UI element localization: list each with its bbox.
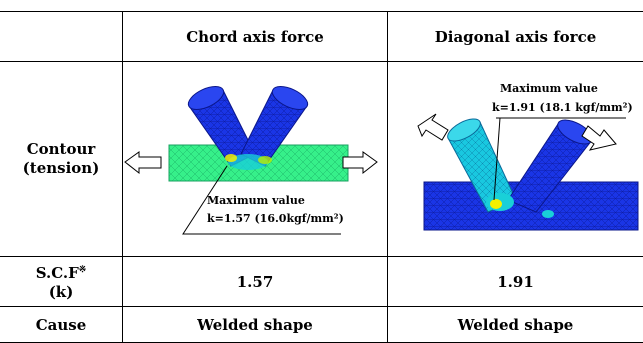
row-label-cause: Cause	[35, 315, 87, 334]
scf-reference-mark: ※	[78, 265, 87, 275]
joint-hotspot	[228, 154, 268, 170]
contour-label-line1: Contour	[26, 140, 96, 158]
cause-diagonal-value: Welded shape	[457, 315, 574, 334]
chord-max-value: k=1.57 (16.0kgf/mm²)	[207, 212, 344, 225]
diagonal-max-value: k=1.91 (18.1 kgf/mm²)	[492, 101, 633, 114]
right-tension-arrow-icon	[342, 151, 378, 175]
cause-chord-value: Welded shape	[197, 315, 313, 334]
scf-chord-value: 1.57	[236, 272, 274, 291]
row-label-scf: S.C.F※ (k)	[0, 257, 122, 306]
left-tension-arrow-icon	[124, 151, 162, 175]
header-diagonal-axis-force: Diagonal axis force	[434, 27, 597, 46]
diagonal-tension-arrow-icon	[417, 113, 449, 141]
chord-leader-line	[182, 165, 341, 235]
scf-label-line1: S.C.F※	[35, 264, 87, 282]
scf-label-line2: (k)	[48, 283, 74, 301]
contour-label-line2: (tension)	[22, 159, 100, 177]
contour-divider	[0, 256, 643, 257]
diagonal-contour-figure	[417, 113, 639, 231]
diagonal-compression-arrow-icon	[581, 125, 617, 151]
header-divider	[0, 61, 643, 62]
right-brace-diagonal	[507, 119, 593, 213]
header-chord-axis-force: Chord axis force	[186, 27, 324, 46]
scf-divider	[0, 306, 643, 307]
column-divider-2	[387, 11, 388, 343]
chord-max-label: Maximum value	[207, 194, 305, 207]
header-empty	[0, 12, 122, 61]
column-divider-1	[122, 11, 123, 343]
chord-max-title: Maximum value	[207, 194, 305, 207]
row-label-contour: Contour (tension)	[0, 62, 122, 256]
scf-diagonal-value: 1.91	[497, 272, 534, 291]
table-border-top	[0, 11, 643, 12]
chord-contour-figure	[124, 86, 378, 235]
diagonal-max-title: Maximum value	[500, 82, 598, 95]
